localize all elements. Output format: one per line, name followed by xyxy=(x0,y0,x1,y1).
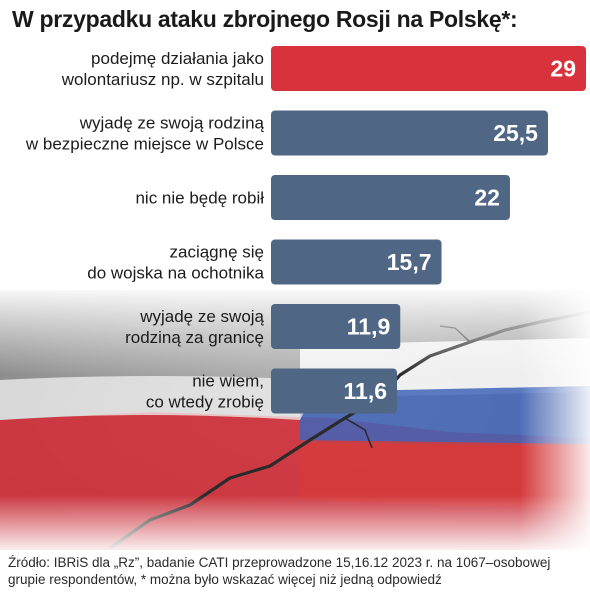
bar-value-label: 22 xyxy=(474,185,500,211)
bar xyxy=(271,46,586,91)
bar-row: 29 podejmę działania jako wolontariusz np.… xyxy=(61,46,586,91)
bar xyxy=(271,175,510,220)
right-fade xyxy=(520,290,590,550)
category-label: wolontariusz np. w szpitalu xyxy=(61,70,264,89)
category-label: wyjadę ze swoją rodziną xyxy=(79,114,265,133)
category-label: podejmę działania jako xyxy=(91,49,264,68)
bar-row: 22 nic nie będę robił xyxy=(135,175,510,220)
bottom-fade xyxy=(0,495,590,555)
bar-value-label: 11,6 xyxy=(344,378,388,404)
bar-value-label: 11,9 xyxy=(347,314,391,340)
source-note: Źródło: IBRiS dla „Rz”, badanie CATI prz… xyxy=(8,554,583,588)
russian-flag-red-stripe xyxy=(300,440,590,510)
category-label: do wojska na ochotnika xyxy=(87,264,264,283)
bar-row: 11,6 nie wiem, co wtedy zrobię xyxy=(146,368,397,414)
category-label: wyjadę ze swoją xyxy=(139,307,264,326)
bar xyxy=(271,368,397,414)
source-line-1: Źródło: IBRiS dla „Rz”, badanie CATI prz… xyxy=(8,555,551,570)
source-line-2: grupie respondentów, * można było wskaza… xyxy=(8,572,442,587)
polish-flag-white-stripe xyxy=(0,376,320,420)
bar-row: 15,7 zaciągnę się do wojska na ochotnika xyxy=(87,239,442,285)
bar-value-label: 15,7 xyxy=(387,249,432,275)
category-label: zaciągnę się xyxy=(169,243,264,262)
category-label: co wtedy zrobię xyxy=(146,393,264,412)
bar-value-label: 29 xyxy=(550,56,576,82)
bar-value-label: 25,5 xyxy=(493,120,538,146)
bar xyxy=(271,239,442,285)
bar xyxy=(271,110,548,156)
category-label: rodziną za granicę xyxy=(125,328,264,347)
bar-row: 25,5 wyjadę ze swoją rodziną w bezpieczne … xyxy=(25,110,548,156)
bar-row: 11,9 wyjadę ze swoją rodziną za granicę xyxy=(125,304,401,349)
category-label: w bezpieczne miejsce w Polsce xyxy=(25,135,264,154)
category-label: nie wiem, xyxy=(192,372,264,391)
road-crack-branch xyxy=(344,417,373,449)
chart-title: W przypadku ataku zbrojnego Rosji na Pol… xyxy=(12,6,518,32)
bar xyxy=(271,304,401,349)
category-label: nic nie będę robił xyxy=(135,189,264,208)
